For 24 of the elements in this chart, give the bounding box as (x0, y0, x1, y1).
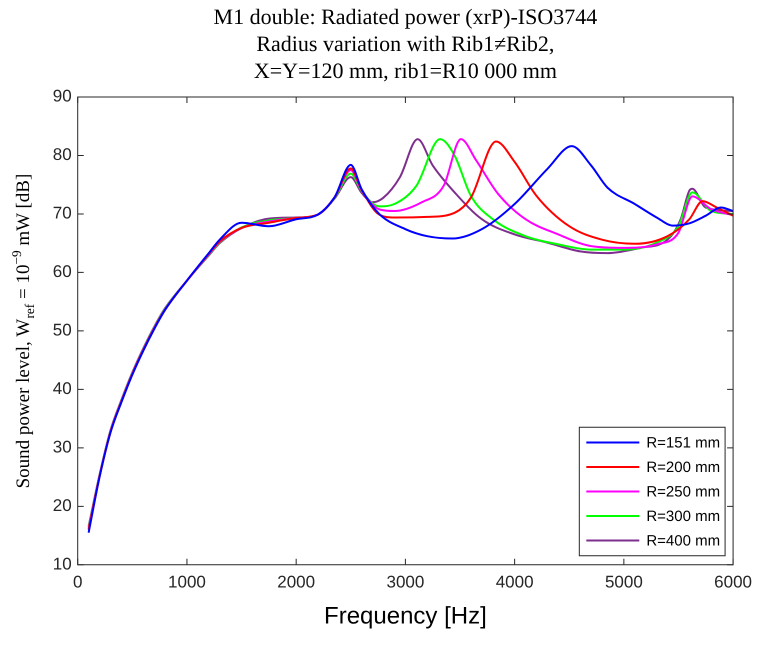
y-tick-label: 60 (52, 262, 72, 282)
x-tick-label: 0 (72, 572, 82, 592)
y-tick-label: 20 (52, 496, 72, 516)
y-tick-label: 50 (52, 320, 72, 340)
legend-label: R=200 mm (646, 459, 720, 476)
y-tick-label: 90 (52, 86, 72, 106)
x-axis-title: Frequency [Hz] (324, 602, 487, 630)
y-tick-label: 40 (52, 379, 72, 398)
y-tick-label: 10 (52, 554, 72, 574)
x-tick-label: 6000 (714, 572, 752, 592)
y-tick-label: 30 (52, 438, 72, 457)
legend-label: R=250 mm (646, 484, 720, 501)
y-tick-label: 80 (52, 145, 72, 164)
x-tick-label: 3000 (386, 572, 424, 592)
y-tick-label: 70 (52, 204, 72, 223)
x-tick-label: 5000 (604, 572, 643, 592)
legend-label: R=400 mm (646, 532, 720, 550)
chart-title: M1 double: Radiated power (xrP)-ISO3744 Radius variation with Rib1≠Rib2, X=Y=120 mm, rib1=R10 000 mm (214, 4, 598, 83)
x-tick-label: 4000 (496, 572, 534, 592)
legend-label: R=300 mm (646, 508, 720, 526)
x-tick-label: 1000 (168, 572, 206, 592)
x-tick-label: 2000 (277, 572, 316, 592)
y-axis-title: Sound power level, Wref = 10−9 mW [dB] (8, 174, 38, 488)
legend-label: R=151 mm (646, 434, 720, 452)
